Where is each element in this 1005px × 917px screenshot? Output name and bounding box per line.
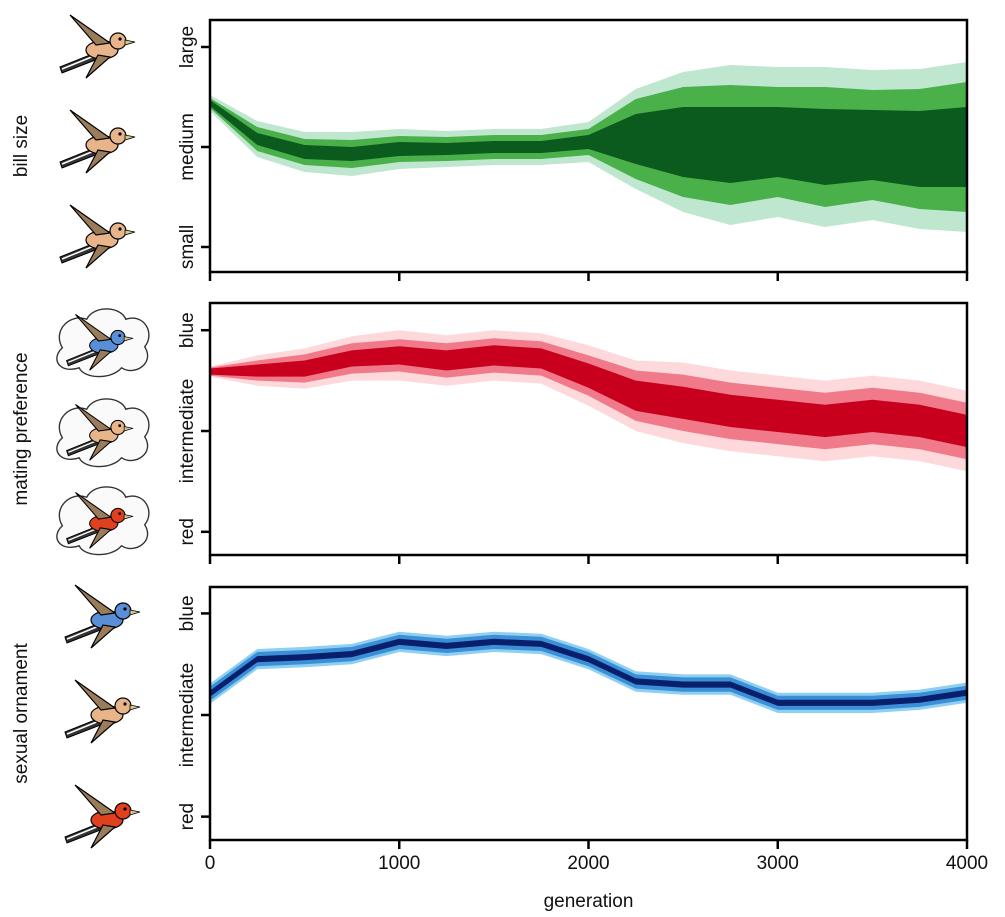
density-band (210, 638, 967, 706)
y-tick-label: intermediate (177, 379, 198, 484)
y-axis-label: sexual ornament (11, 643, 32, 784)
icons (56, 14, 150, 849)
bird-icon (59, 204, 136, 269)
bird-icon (59, 109, 136, 174)
y-tick-label: intermediate (177, 663, 198, 768)
y-tick-label: small (177, 225, 198, 269)
y-tick-label: red (177, 518, 198, 545)
y-axis-label: bill size (11, 115, 32, 177)
x-tick-label: 0 (205, 853, 216, 874)
y-tick-label: blue (177, 595, 198, 631)
bird-icon (64, 784, 141, 849)
density-band (210, 100, 967, 187)
x-axis-label: generation (544, 891, 634, 912)
x-tick-label: 3000 (757, 853, 799, 874)
panel-frame (208, 585, 969, 842)
y-axis-label: mating preference (11, 352, 32, 505)
x-tick-label: 2000 (567, 853, 609, 874)
y-tick-label: red (177, 803, 198, 830)
y-tick-label: medium (177, 113, 198, 181)
x-tick-label: 4000 (946, 853, 988, 874)
y-tick-label: large (177, 26, 198, 68)
y-tick-label: blue (177, 312, 198, 348)
x-tick-label: 1000 (378, 853, 420, 874)
plot-area (210, 62, 967, 232)
bird-icon (59, 14, 136, 79)
bird-icon (64, 584, 141, 649)
bird-icon (64, 679, 141, 744)
plot-area (210, 631, 967, 713)
plot-area (210, 330, 967, 472)
density-band (210, 345, 967, 448)
